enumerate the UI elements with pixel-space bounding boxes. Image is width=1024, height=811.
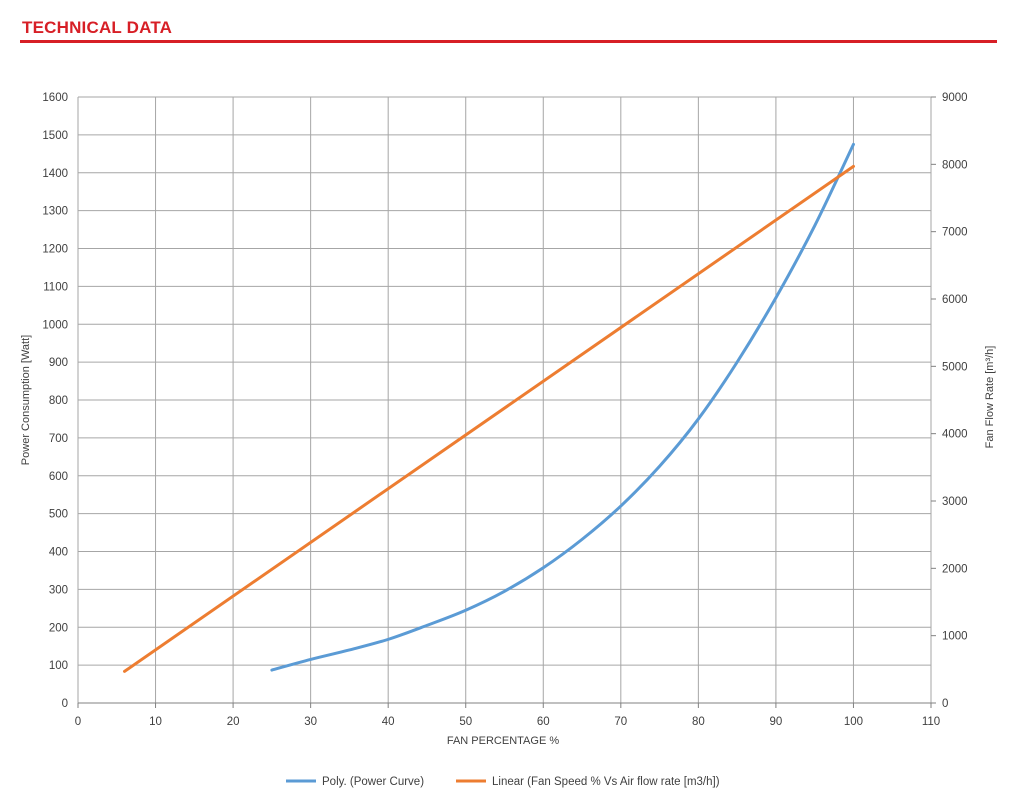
- y2-tick-label: 0: [942, 698, 948, 710]
- y-tick-label: 200: [49, 622, 68, 634]
- x-tick-label: 100: [844, 716, 863, 728]
- y-tick-label: 1200: [42, 244, 68, 256]
- y2-axis-label: Fan Flow Rate [m³/h]: [984, 346, 996, 449]
- page-title: TECHNICAL DATA: [22, 18, 173, 37]
- y-axis-label: Power Consumption [Watt]: [20, 335, 32, 465]
- y-tick-label: 1600: [42, 92, 68, 104]
- x-tick-label: 50: [459, 716, 472, 728]
- y-tick-label: 1500: [42, 130, 68, 142]
- series-line-0: [270, 142, 855, 672]
- y2-tick-label: 7000: [942, 227, 968, 239]
- x-tick-label: 70: [614, 716, 627, 728]
- x-tick-label: 90: [770, 716, 783, 728]
- chart-grid: [77, 96, 932, 704]
- x-tick-label: 80: [692, 716, 705, 728]
- chart-axis-labels: FAN PERCENTAGE % Power Consumption [Watt…: [20, 335, 996, 747]
- legend-label: Linear (Fan Speed % Vs Air flow rate [m3…: [492, 776, 720, 788]
- x-tick-label: 0: [75, 716, 81, 728]
- legend-label: Poly. (Power Curve): [322, 776, 424, 788]
- y-tick-label: 900: [49, 357, 68, 369]
- y-tick-label: 300: [49, 584, 68, 596]
- y2-tick-label: 6000: [942, 294, 968, 306]
- y2-tick-label: 2000: [942, 563, 968, 575]
- x-tick-label: 20: [227, 716, 240, 728]
- y2-tick-label: 9000: [942, 92, 968, 104]
- y-tick-label: 400: [49, 547, 68, 559]
- y-tick-label: 800: [49, 395, 68, 407]
- header-divider: [20, 40, 997, 43]
- y-tick-label: 100: [49, 660, 68, 672]
- chart-axes: [77, 96, 936, 708]
- y-tick-label: 700: [49, 433, 68, 445]
- x-tick-label: 110: [922, 716, 940, 728]
- x-tick-label: 10: [149, 716, 162, 728]
- series-line-1: [123, 164, 855, 673]
- y2-tick-label: 3000: [942, 496, 968, 508]
- y-tick-label: 1300: [42, 206, 68, 218]
- chart-legend: Poly. (Power Curve) Linear (Fan Speed % V…: [286, 776, 720, 788]
- y2-tick-label: 1000: [942, 631, 968, 643]
- y2-tick-label: 4000: [942, 429, 968, 441]
- chart-tick-labels: 0 10 20 30 40 50 60 70 80 90 100 110010020030040050…: [42, 92, 967, 728]
- y-tick-label: 1400: [42, 168, 68, 180]
- y-tick-label: 600: [49, 471, 68, 483]
- x-tick-label: 30: [304, 716, 317, 728]
- y-tick-label: 1000: [42, 319, 68, 331]
- y-tick-label: 0: [62, 698, 68, 710]
- y2-tick-label: 8000: [942, 159, 968, 171]
- x-tick-label: 40: [382, 716, 395, 728]
- x-axis-label: FAN PERCENTAGE %: [447, 735, 559, 747]
- y-tick-label: 500: [49, 509, 68, 521]
- header: TECHNICAL DATA: [22, 18, 172, 38]
- chart-series: [123, 142, 855, 673]
- x-tick-label: 60: [537, 716, 550, 728]
- y-tick-label: 1100: [43, 281, 68, 293]
- y2-tick-label: 5000: [942, 361, 968, 373]
